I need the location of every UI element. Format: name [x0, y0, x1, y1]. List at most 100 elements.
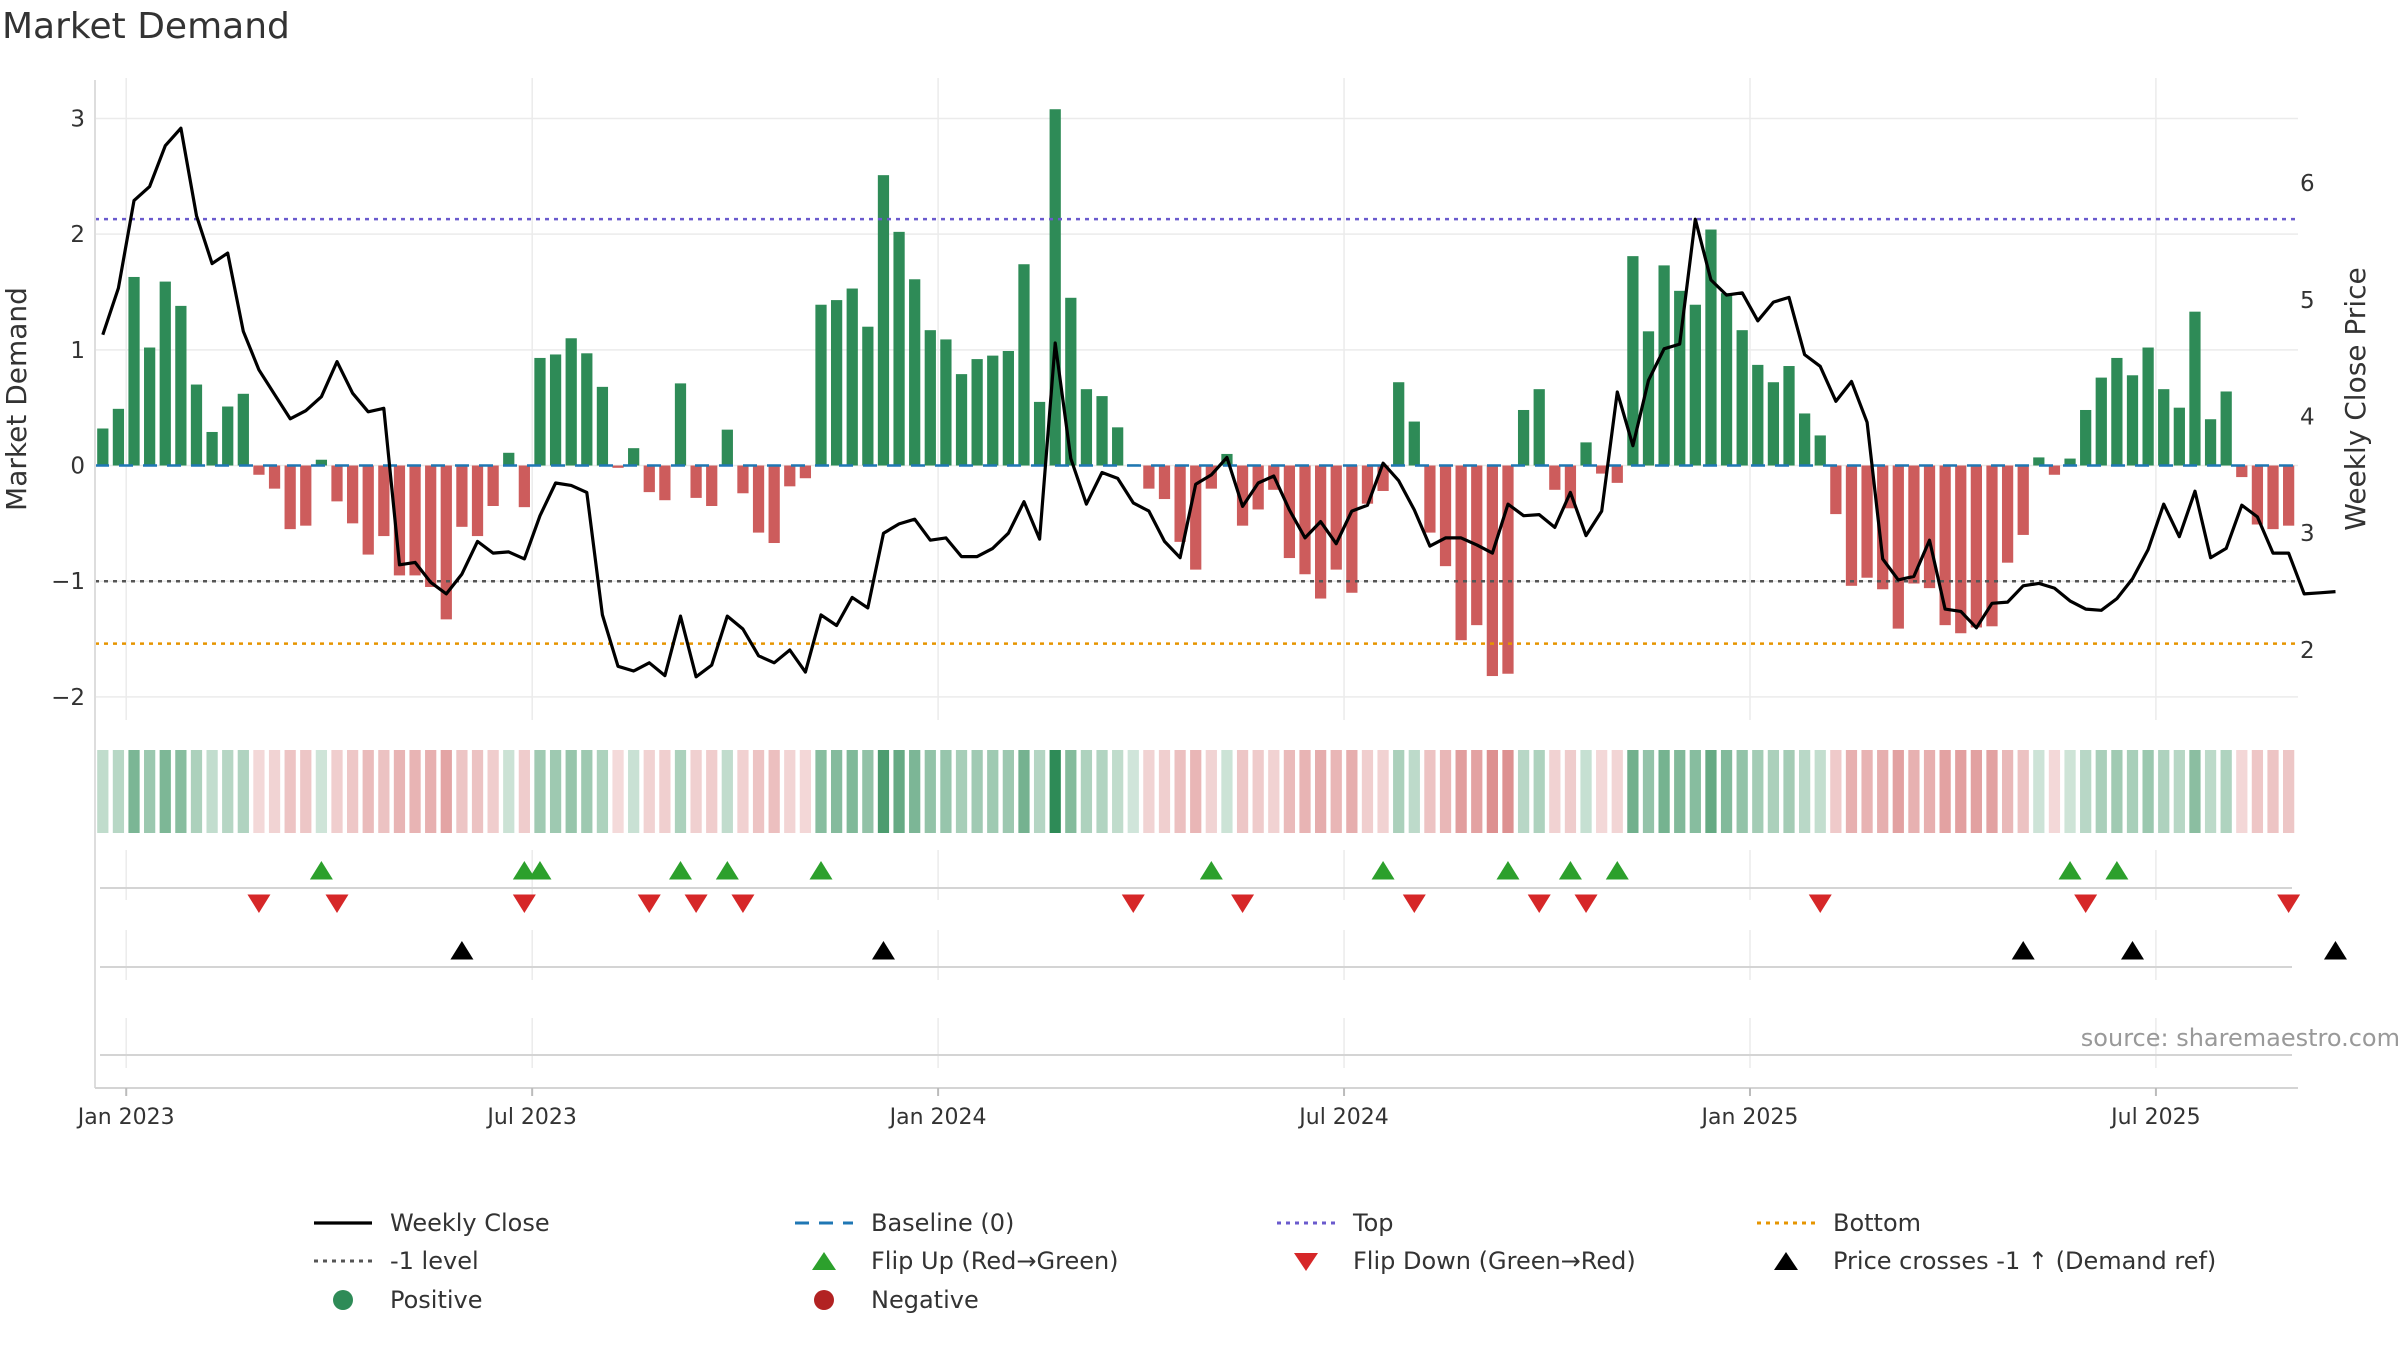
heat-cell [909, 750, 921, 833]
demand-bar-positive [2126, 375, 2139, 466]
demand-bar-positive [1752, 364, 1764, 466]
heat-cell [315, 750, 328, 833]
heat-cell [1767, 750, 1780, 833]
heat-cell [1517, 750, 1530, 833]
heat-cell [1955, 750, 1967, 833]
heat-cell [440, 750, 452, 833]
demand-bar-negative [487, 465, 499, 506]
legend-item: Top [1275, 1205, 1394, 1241]
heat-cell [253, 750, 265, 833]
market-demand-chart: 3 2 1 0 −1 −2 6 5 4 3 2 Jan 2023 Jul 2023 Jan 2024 Jul… [0, 78, 2372, 1130]
heat-cell [940, 750, 952, 833]
heat-cell [534, 750, 546, 833]
heat-cell [331, 750, 343, 833]
heat-cell [1580, 750, 1592, 833]
heat-cell [612, 750, 624, 833]
heat-cell [1455, 750, 1467, 833]
demand-bar-positive [549, 354, 562, 466]
cross-up-marker [2011, 941, 2035, 960]
heat-cell [1705, 750, 1717, 833]
cross-up-marker [2323, 941, 2347, 960]
demand-bar-negative [456, 465, 468, 527]
heat-cell [300, 750, 312, 833]
y-tick-label: −1 [51, 569, 85, 595]
heat-cell [1627, 750, 1639, 833]
flip-up-marker [512, 861, 536, 880]
flip-up-marker [1558, 861, 1582, 880]
demand-bar-positive [534, 357, 546, 466]
heat-cell [362, 750, 374, 833]
demand-bar-positive [144, 347, 156, 466]
heat-cell [1923, 750, 1936, 833]
heat-cell [955, 750, 968, 833]
heat-cell [1315, 750, 1327, 833]
demand-bar-positive [846, 288, 858, 466]
heat-cell [393, 750, 406, 833]
flip-down-marker [325, 894, 349, 913]
chart-legend: Weekly Close Baseline (0) Top Bottom -1 leve… [0, 1205, 2400, 1325]
demand-bar-positive [1642, 331, 1655, 466]
demand-bar-positive [503, 452, 515, 466]
heat-cell [1049, 750, 1061, 833]
heat-cell [1720, 750, 1733, 833]
demand-bar-negative [1955, 465, 1967, 634]
heat-cell [799, 750, 812, 833]
flip-down-marker [1527, 894, 1551, 913]
demand-bar-positive [2111, 357, 2123, 466]
heat-cell [565, 750, 577, 833]
demand-bar-negative [268, 465, 281, 489]
heat-cell [1736, 750, 1748, 833]
demand-bar-negative [2251, 465, 2264, 525]
demand-bar-negative [1190, 465, 1202, 570]
demand-bar-negative [471, 465, 484, 537]
heat-cell [752, 750, 765, 833]
y-tick-label: 0 [70, 454, 85, 480]
demand-bar-positive [1408, 421, 1420, 466]
demand-bar-negative [1970, 465, 1982, 628]
flip-down-marker [1402, 894, 1426, 913]
demand-bar-positive [674, 383, 687, 466]
demand-bar-negative [1502, 465, 1514, 674]
demand-bar-negative [612, 465, 624, 468]
heat-cell [2064, 750, 2076, 833]
demand-bar-positive [315, 459, 328, 466]
heat-cell [815, 750, 827, 833]
y2-tick-label: 3 [2300, 521, 2315, 547]
flip-down-marker [1121, 894, 1145, 913]
demand-bar-positive [97, 428, 109, 466]
heat-cell [159, 750, 171, 833]
heat-cell [2142, 750, 2154, 833]
heat-cell [1268, 750, 1280, 833]
demand-bar-negative [2017, 465, 2029, 535]
heat-cell [1533, 750, 1545, 833]
demand-bar-negative [1455, 465, 1467, 641]
heat-cell [1986, 750, 1998, 833]
weekly-close-series [101, 126, 2336, 679]
demand-bar-negative [752, 465, 765, 533]
heat-cell [1143, 750, 1155, 833]
legend-swatch [1774, 1252, 1798, 1270]
heat-cell [1346, 750, 1358, 833]
heat-cell [643, 750, 655, 833]
heat-cell [518, 750, 530, 833]
demand-bar-negative [440, 465, 452, 620]
demand-bar-positive [1814, 435, 1826, 466]
heat-cell [471, 750, 484, 833]
signal-markers [100, 861, 2347, 1056]
demand-bar-negative [1923, 465, 1936, 589]
demand-bar-negative [1158, 465, 1171, 500]
demand-bar-negative [2283, 465, 2295, 526]
heat-cell [721, 750, 733, 833]
demand-bar-positive [128, 276, 140, 466]
demand-bar-negative [1845, 465, 1858, 586]
demand-bar-positive [175, 305, 187, 466]
heat-cell [1112, 750, 1124, 833]
heat-cell [1096, 750, 1108, 833]
heat-cell [2283, 750, 2295, 833]
demand-bar-positive [159, 281, 171, 466]
demand-bar-positive [862, 326, 874, 466]
demand-bar-negative [1252, 465, 1264, 510]
weekly-close-line [101, 126, 2336, 679]
y-tick-label: −2 [51, 685, 85, 711]
demand-bar-negative [1299, 465, 1311, 575]
